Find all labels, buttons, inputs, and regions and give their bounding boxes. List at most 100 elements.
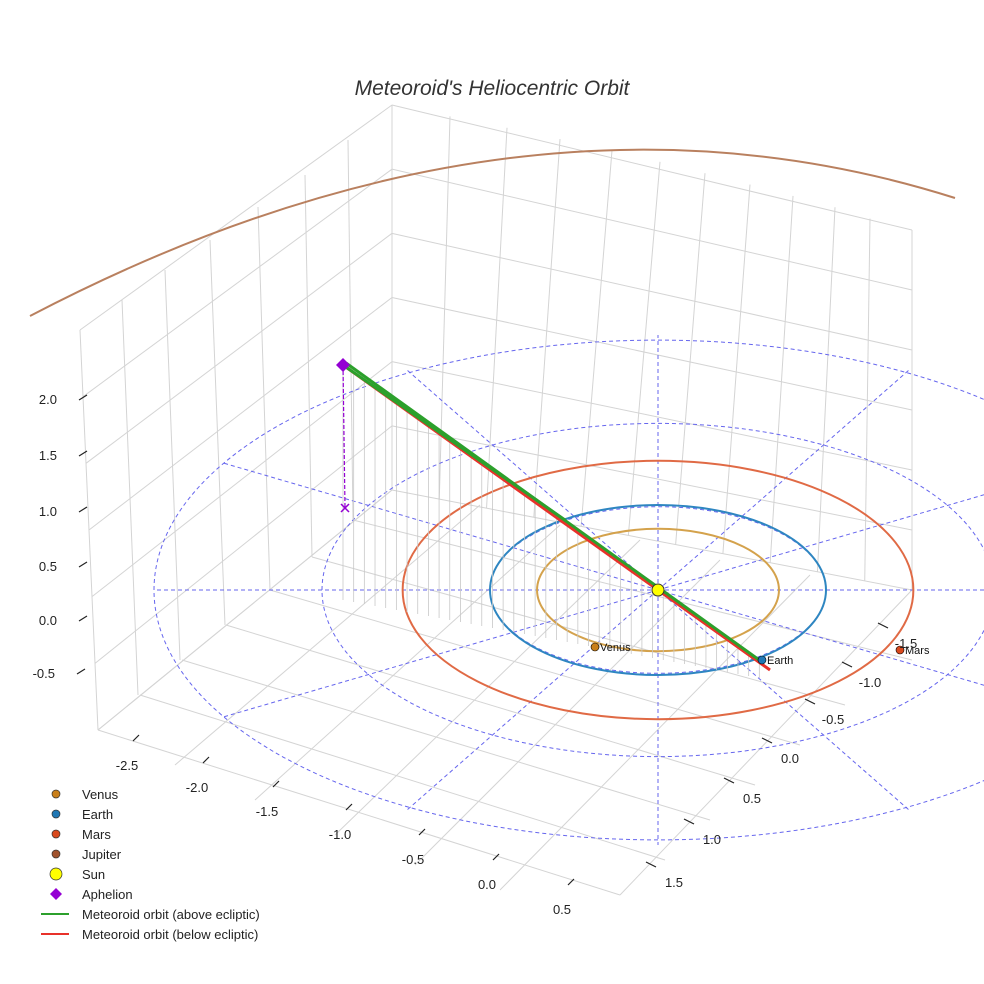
venus-marker xyxy=(590,642,600,652)
grid-line xyxy=(269,589,801,746)
x-tick-label: -2.0 xyxy=(186,780,208,795)
legend-label: Earth xyxy=(82,807,113,822)
grid-line xyxy=(225,624,756,786)
grid-line xyxy=(627,161,661,536)
x-tick-label: -0.5 xyxy=(402,852,424,867)
reference-rings xyxy=(153,335,984,845)
meteoroid-orbit xyxy=(342,361,771,672)
z-tick-mark xyxy=(78,561,88,568)
chart-title: Meteoroid's Heliocentric Orbit xyxy=(355,77,631,100)
grid-line xyxy=(486,127,508,509)
legend-circle-swatch xyxy=(49,867,63,881)
x-tick-mark xyxy=(272,780,280,788)
z-tick-label: -0.5 xyxy=(33,666,55,681)
mars-orbit xyxy=(401,459,915,721)
legend-label: Meteoroid orbit (above ecliptic) xyxy=(82,907,260,922)
x-tick-label: -1.5 xyxy=(256,804,278,819)
legend-label: Venus xyxy=(82,787,119,802)
y-tick-label: 0.5 xyxy=(743,791,761,806)
axes-panes xyxy=(79,104,913,896)
legend-circle-swatch xyxy=(51,829,61,839)
z-tick-mark xyxy=(78,450,88,457)
grid-line xyxy=(174,504,481,766)
x-tick-mark xyxy=(567,878,575,886)
x-tick-mark xyxy=(202,756,210,764)
grid-line xyxy=(499,574,811,891)
z-tick-label: 1.0 xyxy=(39,504,57,519)
grid-line xyxy=(347,139,354,521)
grid-line xyxy=(304,174,313,558)
grid-line xyxy=(79,104,393,331)
z-tick-label: 1.5 xyxy=(39,448,57,463)
grid-line xyxy=(91,361,393,598)
venus-label: Venus xyxy=(600,642,631,654)
grid-line xyxy=(334,539,641,836)
x-tick-mark xyxy=(345,803,353,811)
body-markers: Venus Earth Mars xyxy=(336,358,930,667)
legend-circle-swatch xyxy=(51,789,61,799)
z-tick-mark xyxy=(78,506,88,513)
z-tick-mark xyxy=(76,668,86,675)
grid-line xyxy=(97,729,621,896)
mars-marker xyxy=(895,645,905,655)
grid-line xyxy=(82,168,393,398)
x-tick-mark xyxy=(418,828,426,836)
venus-orbit xyxy=(536,527,780,653)
y-tick-mark xyxy=(645,861,657,868)
reference-spoke xyxy=(657,494,984,591)
grid-line xyxy=(391,297,913,411)
grid-line xyxy=(391,104,913,231)
grid-line xyxy=(391,168,913,291)
earth-marker xyxy=(757,655,767,665)
y-tick-mark xyxy=(804,698,816,705)
reference-spoke xyxy=(657,589,984,686)
grid-line xyxy=(816,207,836,572)
z-tick-label: 0.5 xyxy=(39,559,57,574)
grid-line xyxy=(580,150,613,527)
x-tick-label: 0.0 xyxy=(478,877,496,892)
grid-line xyxy=(722,184,751,554)
grid-line xyxy=(619,589,913,896)
y-tick-mark xyxy=(761,737,773,744)
planet-orbits xyxy=(29,148,956,721)
mars-label: Mars xyxy=(905,645,930,657)
grid-line xyxy=(675,173,706,545)
legend-label: Mars xyxy=(82,827,111,842)
grid-line xyxy=(94,425,393,664)
z-tick-mark xyxy=(78,394,88,401)
grid-line xyxy=(391,361,913,471)
y-tick-label: -0.5 xyxy=(822,712,844,727)
grid-line xyxy=(391,232,913,351)
x-tick-mark xyxy=(492,853,500,861)
z-tick-mark xyxy=(78,615,88,622)
y-tick-label: 0.0 xyxy=(781,751,799,766)
reference-spoke xyxy=(657,368,911,591)
axis-ticks: 2.0 1.5 1.0 0.5 0.0 -0.5 -2.5 -2.0 -1.5 -1.0 -0.5 0… xyxy=(33,392,918,917)
grid-line xyxy=(88,297,393,531)
grid-line xyxy=(391,425,913,531)
legend-diamond-swatch xyxy=(50,888,62,900)
grid-line xyxy=(139,694,666,861)
legend-label: Jupiter xyxy=(82,847,122,862)
earth-orbit xyxy=(489,504,827,676)
reference-spoke xyxy=(221,589,659,718)
x-tick-label: -1.0 xyxy=(329,827,351,842)
grid-line xyxy=(181,659,711,821)
reference-spoke xyxy=(221,462,659,591)
grid-line xyxy=(257,206,271,591)
aphelion-projection-marker xyxy=(340,503,350,513)
grid-line xyxy=(414,559,721,866)
x-tick-label: 0.5 xyxy=(553,902,571,917)
earth-label: Earth xyxy=(767,655,793,667)
x-tick-label: -2.5 xyxy=(116,758,138,773)
z-tick-label: 2.0 xyxy=(39,392,57,407)
y-tick-label: 1.5 xyxy=(665,875,683,890)
grid-line xyxy=(254,524,561,801)
grid-line xyxy=(85,232,393,464)
grid-line xyxy=(533,139,561,518)
y-tick-mark xyxy=(841,661,853,668)
meteoroid-orbit-above xyxy=(345,361,763,664)
legend: Venus Earth Mars Jupiter Sun Aphelion Meteoroi… xyxy=(41,787,260,942)
y-tick-mark xyxy=(683,818,695,825)
